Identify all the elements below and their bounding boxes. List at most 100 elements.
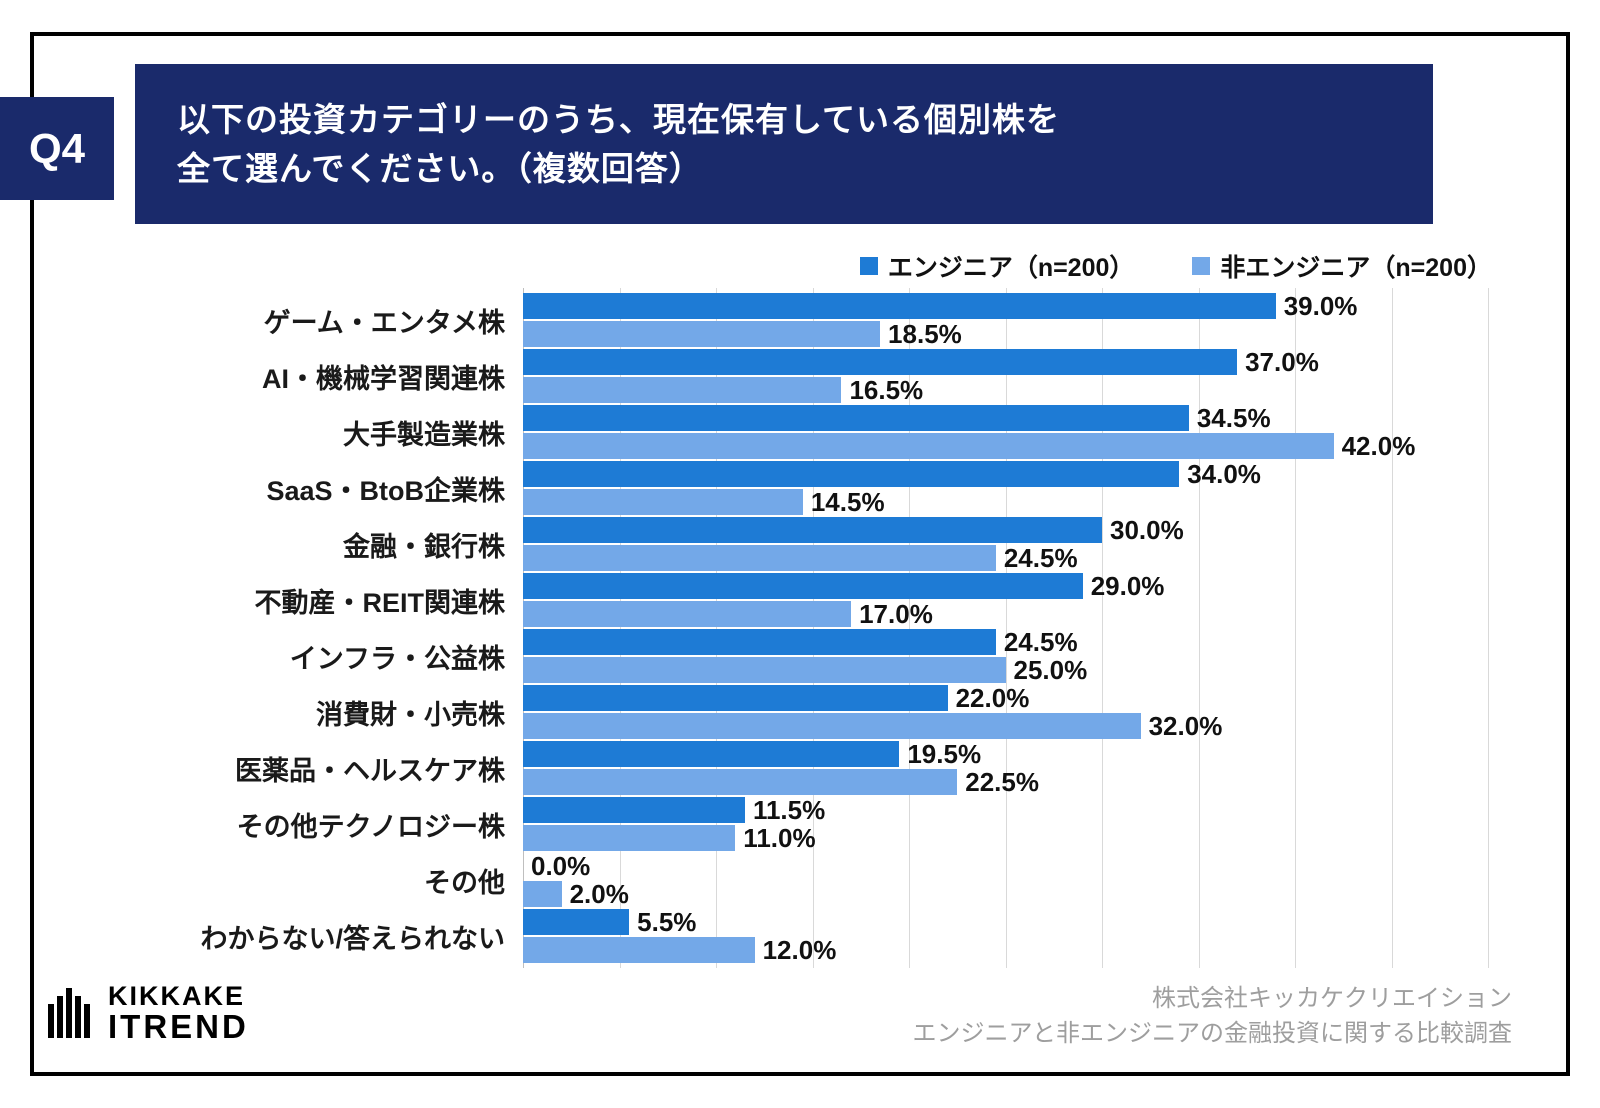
value-label: 11.0%	[743, 822, 816, 853]
bar-line: 17.0%	[523, 598, 1488, 629]
engineer-bar	[523, 293, 1276, 319]
bar-line: 16.5%	[523, 374, 1488, 405]
non-engineer-bar	[523, 545, 996, 571]
bar-group: 19.5% 22.5%	[523, 738, 1488, 797]
category-label: AI・機械学習関連株	[262, 363, 505, 394]
category-label: わからない/答えられない	[200, 923, 505, 954]
bar-group: 29.0% 17.0%	[523, 571, 1488, 629]
value-label: 24.5%	[1003, 626, 1078, 657]
gridline	[812, 288, 814, 968]
non-engineer-swatch-icon	[1192, 257, 1211, 275]
credit-survey: エンジニアと非エンジニアの金融投資に関する比較調査	[912, 1019, 1512, 1047]
bar-group: 0.0% 2.0%	[523, 850, 1488, 909]
bar-line: 29.0%	[523, 571, 1488, 601]
question-number: Q4	[28, 124, 86, 172]
value-label: 22.5%	[965, 766, 1039, 797]
value-label: 39.0%	[1283, 290, 1358, 321]
bar-line: 24.5%	[523, 626, 1488, 657]
value-label: 0.0%	[531, 850, 591, 881]
bar-group: 5.5% 12.0%	[523, 906, 1488, 965]
value-label: 11.5%	[752, 794, 826, 825]
value-label: 2.0%	[569, 878, 629, 909]
legend-label-engineer: エンジニア（n=200）	[887, 254, 1135, 282]
kikkake-logo-icon	[48, 988, 90, 1039]
gridline	[1005, 288, 1007, 968]
bar-line: 12.0%	[523, 934, 1488, 965]
question-title-line1: 以下の投資カテゴリーのうち、現在保有している個別株を	[177, 100, 1061, 138]
bar-group: 11.5% 11.0%	[523, 794, 1488, 853]
legend-item-engineer: エンジニア（n=200）	[859, 248, 1135, 284]
category-label: その他テクノロジー株	[236, 811, 505, 842]
chart-legend: エンジニア（n=200） 非エンジニア（n=200）	[0, 248, 1492, 284]
value-label: 12.0%	[762, 934, 837, 965]
value-label: 37.0%	[1245, 346, 1319, 377]
source-credits: 株式会社キッカケクリエイション エンジニアと非エンジニアの金融投資に関する比較調…	[912, 982, 1512, 1052]
value-label: 22.0%	[955, 682, 1030, 713]
engineer-swatch-icon	[859, 257, 878, 275]
category-label: 不動産・REIT関連株	[254, 587, 505, 618]
value-label: 16.5%	[849, 374, 924, 405]
value-label: 18.5%	[888, 318, 962, 349]
bar-line: 24.5%	[523, 543, 1488, 573]
non-engineer-bar	[523, 769, 958, 795]
non-engineer-bar	[523, 937, 755, 963]
bar-group: 22.0% 32.0%	[523, 682, 1488, 741]
logo-text: KIKKAKE ITREND	[108, 982, 249, 1045]
gridline	[619, 288, 621, 968]
bar-line: 5.5%	[523, 906, 1488, 937]
category-label: 大手製造業株	[343, 419, 505, 450]
category-label: その他	[424, 867, 505, 898]
engineer-bar	[523, 797, 745, 823]
category-label: 消費財・小売株	[316, 699, 505, 730]
bar-line: 22.0%	[523, 682, 1488, 713]
bar-line: 11.5%	[523, 794, 1488, 825]
value-label: 19.5%	[907, 738, 982, 769]
question-title-line2: 全て選んでください。（複数回答）	[177, 150, 703, 187]
bar-line: 2.0%	[523, 878, 1488, 909]
bar-group: 37.0% 16.5%	[523, 346, 1488, 405]
bar-line: 19.5%	[523, 738, 1488, 769]
question-number-box: Q4	[0, 97, 114, 200]
bar-line: 22.5%	[523, 766, 1488, 797]
engineer-bar	[523, 349, 1238, 375]
category-label: インフラ・公益株	[289, 643, 505, 674]
engineer-bar	[523, 517, 1102, 543]
engineer-bar	[523, 405, 1189, 431]
value-label: 5.5%	[637, 906, 697, 937]
gridline	[1295, 288, 1296, 968]
value-label: 34.5%	[1196, 402, 1271, 433]
non-engineer-bar	[523, 489, 803, 515]
category-label: ゲーム・エンタメ株	[263, 307, 505, 338]
bar-line: 30.0%	[523, 514, 1488, 545]
engineer-bar	[523, 909, 630, 935]
non-engineer-bar	[523, 433, 1334, 459]
bar-rows: 39.0% 18.5% 37.0% 16.5% 34.5% 42.0% 34.0% 14.5%…	[523, 290, 1488, 965]
non-engineer-bar	[523, 713, 1141, 739]
kikkake-itrend-logo: KIKKAKE ITREND	[48, 982, 249, 1045]
category-label: 医薬品・ヘルスケア株	[235, 755, 505, 786]
value-label: 17.0%	[859, 598, 933, 629]
plot-area: 39.0% 18.5% 37.0% 16.5% 34.5% 42.0% 34.0% 14.5%…	[523, 288, 1489, 968]
bar-line: 42.0%	[523, 431, 1488, 461]
value-label: 34.0%	[1187, 458, 1261, 489]
credit-company: 株式会社キッカケクリエイション	[1152, 985, 1512, 1012]
legend-item-non-engineer: 非エンジニア（n=200）	[1192, 248, 1492, 284]
bar-group: 34.0% 14.5%	[523, 458, 1488, 517]
value-label: 14.5%	[810, 486, 885, 517]
engineer-bar	[523, 573, 1083, 599]
category-label: SaaS・BtoB企業株	[266, 475, 505, 506]
non-engineer-bar	[523, 657, 1006, 683]
engineer-bar	[523, 741, 900, 767]
bar-line: 32.0%	[523, 711, 1488, 741]
bar-line: 0.0%	[523, 850, 1488, 881]
bar-line: 34.5%	[523, 402, 1488, 433]
non-engineer-bar	[523, 377, 842, 403]
gridlines	[523, 288, 1489, 968]
bar-line: 25.0%	[523, 655, 1488, 685]
logo-line2: ITREND	[108, 1008, 249, 1046]
value-label: 30.0%	[1110, 514, 1184, 545]
bar-line: 37.0%	[523, 346, 1488, 377]
bar-line: 11.0%	[523, 822, 1488, 853]
bar-line: 34.0%	[523, 458, 1488, 489]
non-engineer-bar	[523, 321, 881, 347]
